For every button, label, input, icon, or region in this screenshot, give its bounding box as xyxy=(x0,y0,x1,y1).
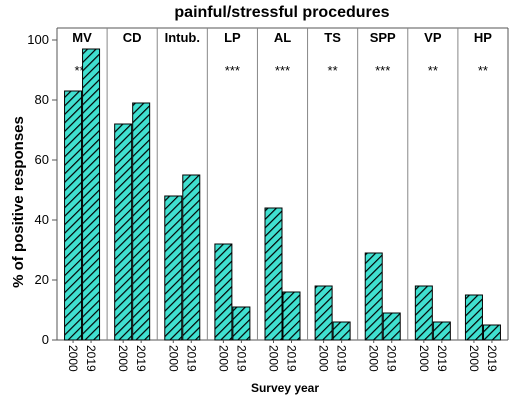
chart-title: painful/stressful procedures xyxy=(174,4,389,21)
bar-intub-2000 xyxy=(164,195,183,341)
significance-spp: *** xyxy=(375,63,390,78)
bar-al-2000 xyxy=(264,207,283,341)
panel-label-vp: VP xyxy=(424,30,442,45)
bar-ts-2019 xyxy=(332,321,351,341)
x-tick-label-cd-2000: 2000 xyxy=(116,345,130,372)
x-tick-label-mv-2000: 2000 xyxy=(66,345,80,372)
bar-hp-2019 xyxy=(482,324,501,341)
panel-label-mv: MV xyxy=(72,30,92,45)
bar-mv-2000 xyxy=(64,90,83,341)
panel-label-cd: CD xyxy=(123,30,142,45)
panel-label-al: AL xyxy=(274,30,291,45)
y-tick-label-60: 60 xyxy=(35,152,49,167)
x-tick-label-intub-2000: 2000 xyxy=(166,345,180,372)
panel-label-ts: TS xyxy=(324,30,341,45)
x-tick-label-vp-2019: 2019 xyxy=(435,345,449,372)
bar-al-2019 xyxy=(282,291,301,341)
bar-spp-2000 xyxy=(364,252,383,341)
x-axis-label: Survey year xyxy=(251,381,319,395)
y-tick-label-80: 80 xyxy=(35,92,49,107)
x-tick-label-ts-2019: 2019 xyxy=(335,345,349,372)
bar-vp-2019 xyxy=(432,321,451,341)
bar-vp-2000 xyxy=(414,285,433,341)
x-tick-label-al-2000: 2000 xyxy=(267,345,281,372)
x-tick-label-spp-2000: 2000 xyxy=(367,345,381,372)
plot-area: 0 20 40 60 80 100 MV *** 2000 2019 CD 2000 2019 Intub… xyxy=(27,27,509,372)
y-tick-label-0: 0 xyxy=(42,332,49,347)
significance-ts: ** xyxy=(328,63,338,78)
panel-label-intub: Intub. xyxy=(165,30,200,45)
bar-intub-2019 xyxy=(182,174,201,341)
x-tick-label-intub-2019: 2019 xyxy=(184,345,198,372)
bar-hp-2000 xyxy=(464,294,483,341)
x-tick-label-ts-2000: 2000 xyxy=(317,345,331,372)
bar-ts-2000 xyxy=(314,285,333,341)
x-tick-label-vp-2000: 2000 xyxy=(417,345,431,372)
y-tick-label-100: 100 xyxy=(27,32,49,47)
significance-lp: *** xyxy=(225,63,240,78)
panel-label-lp: LP xyxy=(224,30,241,45)
bar-cd-2019 xyxy=(132,102,151,341)
y-axis-label: % of positive responses xyxy=(10,116,27,288)
x-tick-label-lp-2019: 2019 xyxy=(234,345,248,372)
bar-lp-2019 xyxy=(232,306,251,341)
y-tick-label-20: 20 xyxy=(35,272,49,287)
x-tick-label-hp-2000: 2000 xyxy=(467,345,481,372)
bar-mv-2019 xyxy=(82,48,101,341)
significance-vp: ** xyxy=(428,63,438,78)
bar-spp-2019 xyxy=(382,312,401,341)
bar-lp-2000 xyxy=(214,243,233,341)
y-tick-label-40: 40 xyxy=(35,212,49,227)
panel-label-spp: SPP xyxy=(370,30,396,45)
x-tick-label-lp-2000: 2000 xyxy=(216,345,230,372)
panel-label-hp: HP xyxy=(474,30,492,45)
significance-al: *** xyxy=(275,63,290,78)
bar-cd-2000 xyxy=(114,123,133,341)
x-tick-label-spp-2019: 2019 xyxy=(385,345,399,372)
significance-hp: ** xyxy=(478,63,488,78)
x-tick-label-hp-2019: 2019 xyxy=(485,345,499,372)
x-tick-label-cd-2019: 2019 xyxy=(134,345,148,372)
x-tick-label-mv-2019: 2019 xyxy=(84,345,98,372)
x-tick-label-al-2019: 2019 xyxy=(285,345,299,372)
